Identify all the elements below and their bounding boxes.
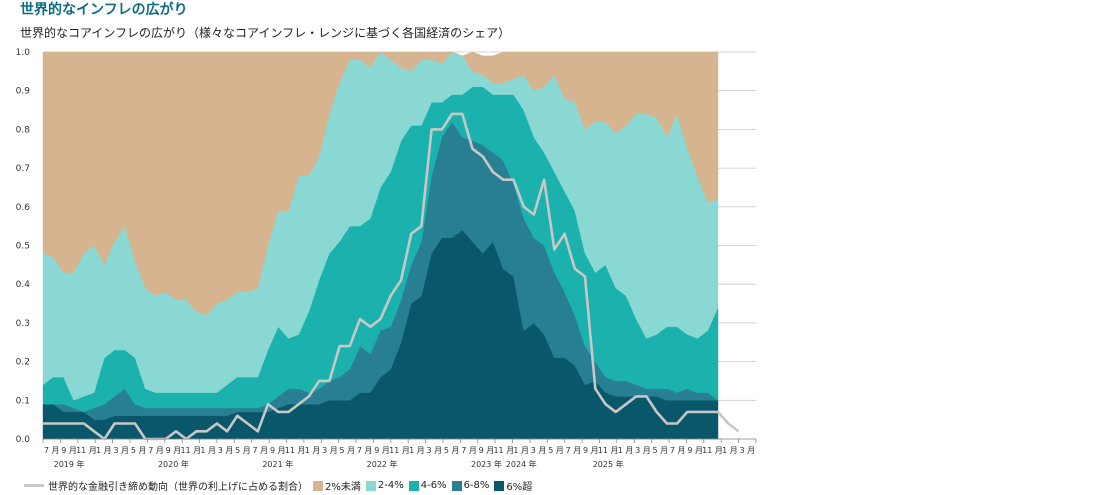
x-tick-label: 1 月	[96, 446, 112, 455]
year-label: 2024 年	[506, 459, 537, 469]
x-tick-label: 7 月	[357, 446, 373, 455]
x-tick-label: 3 月	[531, 446, 547, 455]
x-tick-label: 9 月	[583, 446, 599, 455]
legend-line-swatch	[24, 484, 44, 487]
x-tick-label: 9 月	[61, 446, 77, 455]
x-tick-label: 11 月	[285, 446, 306, 455]
x-tick-label: 11 月	[180, 446, 201, 455]
x-tick-label: 5 月	[653, 446, 669, 455]
chart-subtitle: 世界的なコアインフレの広がり（様々なコアインフレ・レンジに基づく各国経済のシェア…	[20, 26, 511, 40]
legend-label-tightening: 世界的な金融引き締め動向（世界の利上げに占める割合）	[48, 482, 308, 493]
x-tick-label: 5 月	[340, 446, 356, 455]
x-tick-label: 11 月	[76, 446, 97, 455]
x-tick-label: 7 月	[44, 446, 60, 455]
x-tick-label: 5 月	[444, 446, 460, 455]
x-tick-label: 3 月	[322, 446, 338, 455]
legend-swatch-lt2	[313, 480, 323, 491]
year-label: 2019 年	[54, 459, 85, 469]
x-tick-label: 1 月	[305, 446, 321, 455]
y-tick-label: 0.0	[16, 435, 31, 445]
legend-item-6-8: 6-8%	[451, 480, 490, 491]
y-tick-label: 0.6	[16, 203, 31, 213]
year-label: 2023 年	[471, 459, 502, 469]
legend-label-6-8: 6-8%	[463, 480, 490, 491]
x-tick-label: 1 月	[409, 446, 425, 455]
legend-swatch-4-6	[408, 480, 419, 491]
x-tick-label: 9 月	[687, 446, 703, 455]
x-tick-label: 3 月	[635, 446, 651, 455]
x-tick-label: 5 月	[548, 446, 564, 455]
y-tick-label: 0.5	[16, 242, 30, 252]
x-tick-label: 7 月	[148, 446, 164, 455]
year-label: 2020 年	[158, 459, 189, 469]
legend-swatch-6-8	[451, 480, 462, 491]
chart-title: 世界的なインフレの広がり	[20, 2, 188, 18]
legend-swatch-2-4	[365, 480, 376, 491]
x-tick-label: 11 月	[598, 446, 619, 455]
x-tick-label: 9 月	[166, 446, 182, 455]
x-tick-label: 5 月	[131, 446, 147, 455]
y-tick-label: 0.2	[16, 358, 30, 368]
x-tick-label: 7 月	[461, 446, 477, 455]
x-tick-label: 9 月	[374, 446, 390, 455]
legend-item-lt2: 2%未満	[313, 478, 361, 493]
x-tick-label: 5 月	[235, 446, 251, 455]
legend-label-4-6: 4-6%	[420, 480, 447, 491]
x-tick-label: 7 月	[670, 446, 686, 455]
x-tick-label: 7 月	[566, 446, 582, 455]
x-tick-label: 9 月	[479, 446, 495, 455]
y-tick-label: 0.1	[16, 396, 30, 406]
legend-item-tightening: 世界的な金融引き締め動向（世界の利上げに占める割合）	[24, 478, 308, 493]
x-tick-label: 1 月	[513, 446, 529, 455]
x-tick-label: 1 月	[200, 446, 216, 455]
x-tick-label: 1 月	[722, 446, 738, 455]
y-tick-label: 0.4	[16, 280, 31, 290]
x-tick-label: 7 月	[253, 446, 269, 455]
x-tick-label: 1 月	[618, 446, 634, 455]
x-tick-label: 9 月	[270, 446, 286, 455]
y-tick-label: 0.7	[16, 164, 30, 174]
legend: 世界的な金融引き締め動向（世界の利上げに占める割合） 2%未満 2-4% 4-6…	[24, 478, 537, 493]
area-lt2	[42, 51, 719, 316]
x-tick-label: 3 月	[218, 446, 234, 455]
x-tick-label: 11 月	[702, 446, 723, 455]
year-label: 2022 年	[367, 459, 398, 469]
x-tick-label: 3 月	[113, 446, 129, 455]
y-tick-label: 0.9	[16, 87, 31, 97]
year-label: 2025 年	[593, 459, 624, 469]
legend-item-2-4: 2-4%	[365, 480, 404, 491]
x-tick-label: 3 月	[739, 446, 755, 455]
x-tick-label: 11 月	[389, 446, 410, 455]
y-tick-label: 1.0	[16, 48, 31, 58]
legend-item-4-6: 4-6%	[408, 480, 447, 491]
y-tick-label: 0.8	[16, 125, 31, 135]
x-tick-label: 11 月	[493, 446, 514, 455]
year-label: 2021 年	[262, 459, 293, 469]
stacked-areas	[42, 51, 719, 440]
legend-label-2-4: 2-4%	[377, 480, 404, 491]
x-tick-label: 3 月	[426, 446, 442, 455]
legend-label-gt6: 6%超	[506, 482, 533, 493]
legend-item-gt6: 6%超	[494, 478, 532, 493]
y-tick-label: 0.3	[16, 319, 30, 329]
legend-swatch-gt6	[494, 480, 505, 491]
legend-label-lt2: 2%未満	[325, 482, 361, 493]
